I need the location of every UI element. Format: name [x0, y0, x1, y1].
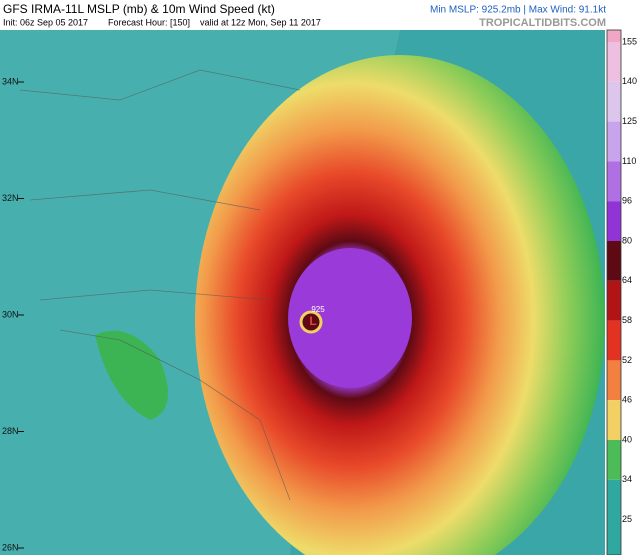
colorbar-label: 25: [622, 514, 632, 524]
pressure-label: 925: [311, 305, 325, 314]
colorbar-segment: [607, 81, 621, 122]
core: [288, 248, 412, 388]
colorbar-segment: [607, 241, 621, 281]
valid-time: valid at 12z Mon, Sep 11 2017: [200, 17, 321, 27]
colorbar-segment: [607, 400, 621, 440]
stats: Min MSLP: 925.2mb | Max Wind: 91.1kt: [430, 5, 606, 16]
colorbar-segment: [607, 360, 621, 401]
colorbar-label: 96: [622, 196, 632, 206]
lat-labels: 34N 32N 30N 28N 26N: [2, 76, 24, 552]
colorbar-segment: [607, 479, 621, 555]
lat-label: 26N: [2, 542, 19, 552]
colorbar-segment: [607, 30, 621, 42]
colorbar: 155 140 125 110 96 80 64 58 52 46 40 34 25: [606, 29, 637, 556]
gulf-wind: [95, 330, 168, 420]
colorbar-label: 80: [622, 235, 632, 245]
colorbar-segment: [607, 121, 621, 162]
colorbar-segment: [607, 440, 621, 480]
colorbar-label: 64: [622, 275, 632, 285]
colorbar-label: 155: [622, 36, 637, 46]
colorbar-segment: [607, 201, 621, 241]
colorbar-label: 46: [622, 395, 632, 405]
colorbar-label: 40: [622, 434, 632, 444]
colorbar-label: 52: [622, 355, 632, 365]
eye: [299, 310, 323, 334]
colorbar-label: 110: [622, 156, 636, 166]
map: L 925 34N 32N 30N 28N 26N: [0, 30, 605, 560]
colorbar-segment: [607, 280, 621, 321]
init: Init: 06z Sep 05 2017: [3, 17, 88, 27]
low-label: L: [309, 314, 316, 328]
colorbar-segment: [607, 161, 621, 202]
lat-label: 28N: [2, 426, 19, 436]
colorbar-label: 34: [622, 474, 632, 484]
forecast-hour: Forecast Hour: [150]: [108, 17, 190, 27]
colorbar-segment: [607, 320, 621, 361]
colorbar-label: 125: [622, 116, 637, 126]
header-bg: [0, 0, 640, 30]
lat-label: 34N: [2, 76, 19, 86]
colorbar-label: 58: [622, 315, 632, 325]
site: TROPICALTIDBITS.COM: [479, 17, 606, 29]
boundaries: [19, 69, 301, 501]
colorbar-label: 140: [622, 76, 637, 86]
lat-label: 30N: [2, 309, 19, 319]
colorbar-segment: [607, 42, 621, 82]
lat-label: 32N: [2, 193, 19, 203]
title: GFS IRMA-11L MSLP (mb) & 10m Wind Speed …: [3, 2, 275, 16]
